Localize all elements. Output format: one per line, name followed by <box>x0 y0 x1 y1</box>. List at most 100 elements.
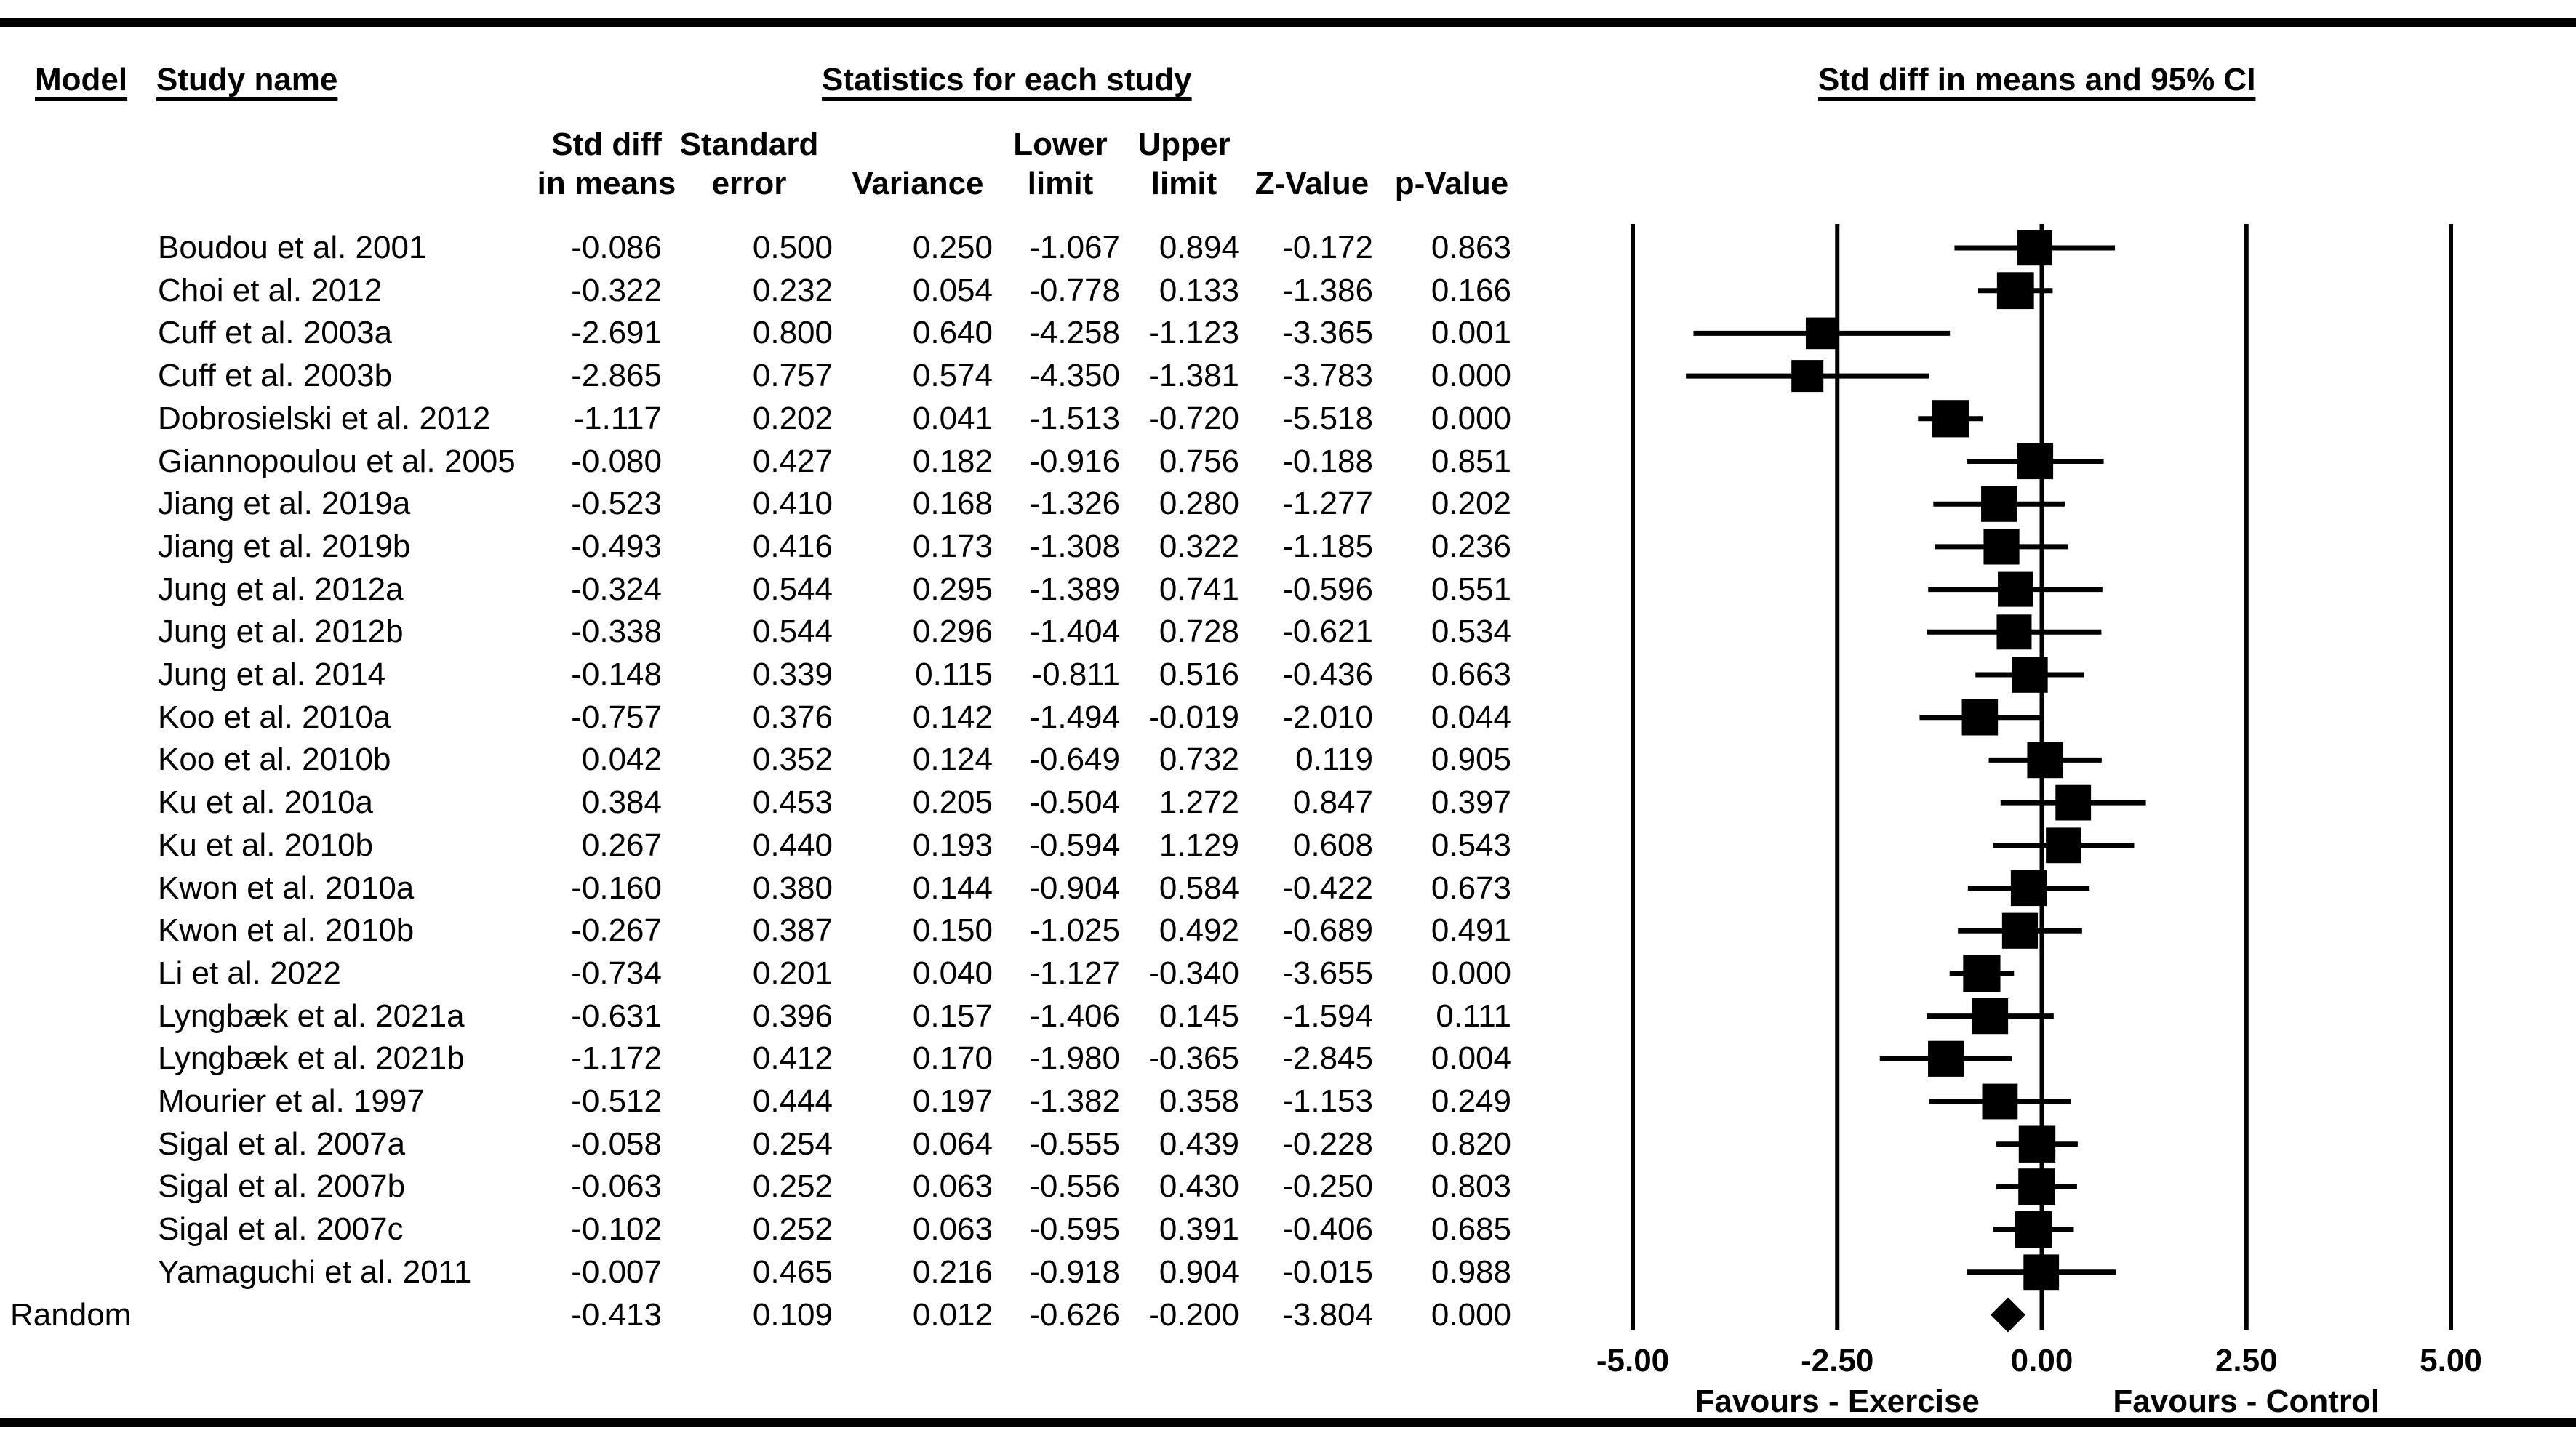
table-row: Dobrosielski et al. 2012 -1.117 0.202 0.041… <box>0 398 1527 439</box>
cell-se: 0.380 <box>752 870 833 906</box>
cell-std_diff: -0.086 <box>571 230 662 265</box>
summary-diamond <box>1991 1297 2025 1333</box>
cell-upper: 0.391 <box>1159 1211 1239 1248</box>
cell-z: -1.277 <box>1282 486 1373 522</box>
cell-lower: -1.025 <box>1029 912 1120 949</box>
cell-lower: -4.258 <box>1029 315 1120 351</box>
cell-variance: 0.142 <box>912 699 993 735</box>
cell-lower: -0.595 <box>1029 1211 1120 1248</box>
study-name: Ku et al. 2010a <box>158 784 374 821</box>
cell-upper: 0.728 <box>1159 614 1239 650</box>
cell-upper: -0.720 <box>1148 400 1239 436</box>
favours-exercise-label: Favours - Exercise <box>1695 1384 1980 1419</box>
study-name: Cuff et al. 2003b <box>158 358 393 394</box>
cell-se: 0.410 <box>752 486 833 522</box>
table-row: Sigal et al. 2007b -0.063 0.252 0.063 -0.556… <box>0 1166 1527 1207</box>
column-header-line1: Lower <box>1013 127 1108 162</box>
cell-upper: 0.516 <box>1159 657 1239 692</box>
column-header-line2: in means <box>537 166 676 201</box>
cell-variance: 0.168 <box>912 486 993 522</box>
column-header-line2: limit <box>1151 166 1217 201</box>
cell-se: 0.800 <box>752 315 833 351</box>
cell-variance: 0.295 <box>912 571 993 607</box>
study-name: Jiang et al. 2019b <box>158 528 411 564</box>
cell-se: 0.440 <box>752 827 833 863</box>
table-row: Jiang et al. 2019b -0.493 0.416 0.173 -1.308… <box>0 526 1527 567</box>
cell-z: -0.228 <box>1282 1125 1373 1162</box>
study-name: Sigal et al. 2007b <box>158 1168 406 1205</box>
cell-z: -0.015 <box>1282 1253 1373 1290</box>
cell-upper: 1.129 <box>1159 827 1239 863</box>
cell-se: 0.757 <box>752 358 833 394</box>
table-row: Lyngbæk et al. 2021b -1.172 0.412 0.170 -1.9… <box>0 1038 1527 1079</box>
cell-lower: -1.980 <box>1029 1040 1120 1077</box>
cell-z: -1.594 <box>1282 998 1373 1034</box>
cell-p: 0.004 <box>1431 1040 1511 1077</box>
cell-lower: -1.494 <box>1029 699 1120 735</box>
cell-std_diff: -0.338 <box>571 614 662 650</box>
cell-upper: -0.019 <box>1148 699 1239 735</box>
cell-std_diff: -0.058 <box>571 1125 662 1162</box>
cell-p: 0.000 <box>1431 1296 1511 1333</box>
cell-upper: 0.133 <box>1159 272 1239 308</box>
study-name: Kwon et al. 2010a <box>158 870 415 906</box>
cell-std_diff: -0.063 <box>571 1168 662 1205</box>
table-row: Kwon et al. 2010a -0.160 0.380 0.144 -0.904 0… <box>0 868 1527 909</box>
cell-se: 0.544 <box>752 614 833 650</box>
effect-square <box>2017 443 2054 480</box>
table-row: Kwon et al. 2010b -0.267 0.387 0.150 -1.025 0… <box>0 910 1527 951</box>
cell-se: 0.387 <box>752 912 833 949</box>
table-row: Ku et al. 2010b 0.267 0.440 0.193 -0.594 1.12… <box>0 825 1527 866</box>
cell-p: 0.397 <box>1431 784 1511 821</box>
effect-square <box>1932 400 1969 438</box>
effect-square <box>1982 1083 2018 1120</box>
cell-lower: -0.918 <box>1029 1253 1120 1290</box>
study-name: Li et al. 2022 <box>158 955 341 991</box>
cell-z: -0.436 <box>1282 657 1373 692</box>
cell-z: -3.804 <box>1282 1296 1373 1333</box>
cell-std_diff: -0.322 <box>571 272 662 308</box>
cell-lower: -0.626 <box>1029 1296 1120 1333</box>
cell-std_diff: -0.413 <box>571 1296 662 1333</box>
cell-std_diff: -0.007 <box>571 1253 662 1290</box>
cell-lower: -0.555 <box>1029 1125 1120 1162</box>
cell-z: -0.188 <box>1282 443 1373 479</box>
study-name-header: Study name <box>156 62 338 97</box>
cell-lower: -0.504 <box>1029 784 1120 821</box>
cell-variance: 0.205 <box>912 784 993 821</box>
cell-se: 0.201 <box>752 955 833 991</box>
cell-lower: -1.404 <box>1029 614 1120 650</box>
cell-std_diff: -0.512 <box>571 1083 662 1119</box>
column-header-std_diff: Std diff in means <box>519 125 694 204</box>
effect-square <box>2001 912 2039 949</box>
cell-lower: -1.513 <box>1029 400 1120 436</box>
cell-p: 0.673 <box>1431 870 1511 906</box>
cell-upper: -0.340 <box>1148 955 1239 991</box>
cell-std_diff: 0.384 <box>581 784 662 821</box>
study-name: Mourier et al. 1997 <box>158 1083 425 1119</box>
table-row: Koo et al. 2010a -0.757 0.376 0.142 -1.494 -0… <box>0 697 1527 738</box>
study-name: Lyngbæk et al. 2021b <box>158 1040 465 1077</box>
cell-variance: 0.197 <box>912 1083 993 1119</box>
cell-std_diff: -0.160 <box>571 870 662 906</box>
effect-square <box>1928 1040 1964 1077</box>
cell-p: 0.166 <box>1431 272 1511 308</box>
cell-lower: -4.350 <box>1029 358 1120 394</box>
cell-std_diff: -0.757 <box>571 699 662 735</box>
cell-se: 0.339 <box>752 657 833 692</box>
study-name: Jung et al. 2014 <box>158 657 386 692</box>
tick-label: 2.50 <box>2215 1343 2278 1378</box>
cell-p: 0.000 <box>1431 358 1511 394</box>
cell-p: 0.534 <box>1431 614 1511 650</box>
statistics-header: Statistics for each study <box>822 62 1192 97</box>
cell-p: 0.863 <box>1431 230 1511 265</box>
cell-lower: -0.916 <box>1029 443 1120 479</box>
effect-square <box>2046 827 2081 864</box>
table-row: Choi et al. 2012 -0.322 0.232 0.054 -0.778 0.… <box>0 270 1527 311</box>
cell-se: 0.202 <box>752 400 833 436</box>
cell-se: 0.109 <box>752 1296 833 1333</box>
cell-z: -2.010 <box>1282 699 1373 735</box>
cell-se: 0.352 <box>752 742 833 778</box>
table-row: Jung et al. 2014 -0.148 0.339 0.115 -0.811 0.… <box>0 654 1527 695</box>
